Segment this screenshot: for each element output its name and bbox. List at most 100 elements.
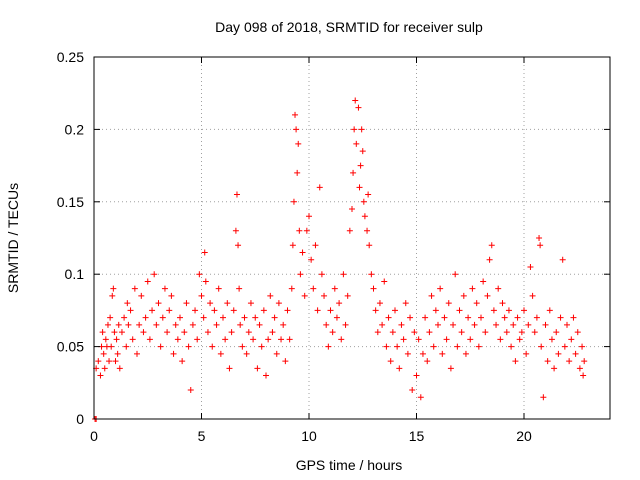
- data-point: [396, 365, 403, 372]
- data-point: [445, 300, 452, 307]
- data-point: [333, 314, 340, 321]
- data-point: [256, 321, 263, 328]
- data-point: [458, 329, 465, 336]
- data-point: [263, 372, 269, 379]
- data-point: [106, 358, 113, 365]
- data-point: [482, 329, 489, 336]
- data-point: [115, 321, 122, 328]
- data-point: [239, 343, 246, 350]
- data-point: [346, 227, 353, 234]
- data-point: [217, 350, 224, 357]
- data-point: [572, 350, 579, 357]
- data-point: [537, 242, 544, 249]
- data-point: [245, 329, 252, 336]
- x-tick-label: 5: [198, 428, 206, 444]
- data-points: [92, 97, 588, 422]
- data-point: [109, 292, 116, 299]
- data-point: [292, 111, 299, 118]
- data-point: [581, 358, 588, 365]
- data-point: [523, 350, 530, 357]
- data-point: [164, 329, 171, 336]
- data-point: [140, 329, 147, 336]
- data-point: [361, 213, 368, 220]
- data-point: [437, 285, 444, 292]
- data-point: [198, 292, 205, 299]
- data-point: [295, 140, 302, 147]
- data-point: [352, 97, 359, 104]
- data-point: [200, 314, 207, 321]
- y-tick-label: 0.15: [57, 194, 84, 210]
- y-tick-label: 0.25: [57, 49, 84, 65]
- data-point: [101, 365, 108, 372]
- plot-frame: [93, 56, 611, 420]
- data-point: [131, 285, 138, 292]
- data-point: [209, 343, 216, 350]
- data-point: [471, 321, 478, 328]
- data-point: [499, 300, 506, 307]
- data-point: [533, 314, 540, 321]
- data-point: [540, 394, 547, 401]
- data-point: [174, 336, 181, 343]
- data-point: [360, 198, 367, 205]
- data-point: [170, 350, 177, 357]
- data-point: [142, 314, 149, 321]
- data-point: [146, 336, 153, 343]
- data-point: [392, 307, 398, 314]
- data-point: [424, 358, 431, 365]
- data-point: [338, 336, 345, 343]
- data-point: [168, 292, 175, 299]
- data-point: [144, 278, 151, 285]
- data-point: [495, 285, 502, 292]
- data-point: [241, 314, 248, 321]
- data-point: [422, 314, 429, 321]
- data-point: [185, 343, 192, 350]
- y-tick-label: 0: [76, 411, 84, 427]
- data-point: [189, 321, 196, 328]
- data-point: [514, 314, 521, 321]
- data-point: [473, 300, 480, 307]
- data-point: [110, 285, 117, 292]
- data-point: [544, 358, 551, 365]
- data-point: [224, 300, 231, 307]
- data-point: [467, 336, 474, 343]
- data-point: [112, 358, 119, 365]
- data-point: [99, 329, 106, 336]
- data-point: [503, 329, 510, 336]
- data-point: [510, 321, 517, 328]
- data-point: [125, 321, 132, 328]
- data-point: [280, 321, 287, 328]
- data-point: [527, 263, 534, 270]
- data-point: [402, 300, 409, 307]
- data-point: [118, 329, 125, 336]
- data-point: [475, 343, 482, 350]
- data-point: [407, 314, 414, 321]
- data-point: [447, 365, 454, 372]
- data-point: [153, 321, 160, 328]
- data-point: [559, 256, 566, 263]
- data-point: [488, 242, 495, 249]
- data-point: [172, 321, 179, 328]
- data-point: [215, 285, 222, 292]
- data-point: [213, 321, 220, 328]
- chart-title: Day 098 of 2018, SRMTID for receiver sul…: [215, 19, 483, 35]
- data-point: [336, 300, 343, 307]
- data-point: [237, 321, 244, 328]
- data-point: [232, 227, 239, 234]
- data-point: [357, 162, 364, 169]
- data-point: [359, 148, 366, 155]
- data-point: [235, 242, 242, 249]
- data-point: [398, 321, 405, 328]
- data-point: [432, 307, 439, 314]
- data-point: [220, 314, 226, 321]
- data-point: [113, 336, 120, 343]
- data-point: [177, 314, 183, 321]
- data-point: [415, 336, 422, 343]
- data-point: [512, 358, 519, 365]
- data-point: [202, 278, 209, 285]
- data-point: [294, 169, 301, 176]
- data-point: [413, 372, 420, 379]
- data-point: [462, 350, 469, 357]
- data-point: [521, 307, 527, 314]
- data-point: [508, 343, 515, 350]
- data-point: [166, 307, 173, 314]
